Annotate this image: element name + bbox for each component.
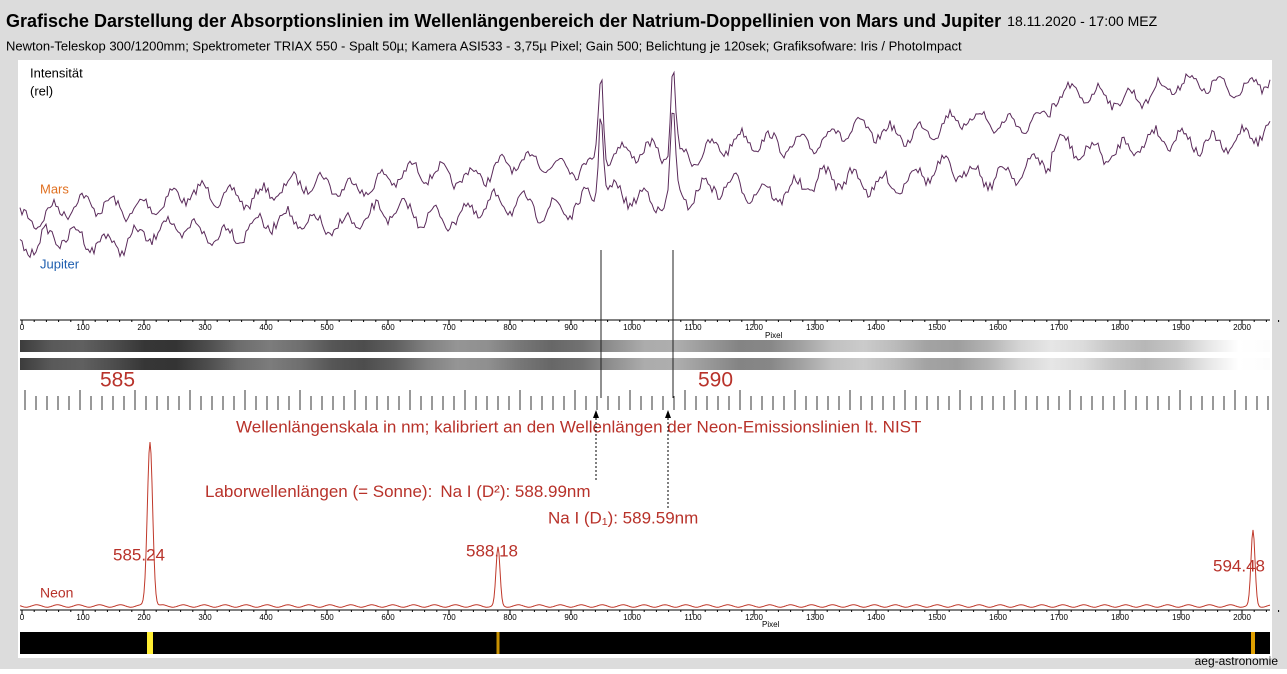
tick-label: 200 bbox=[137, 613, 151, 622]
tick-label: 1800 bbox=[1111, 613, 1129, 622]
lab-d2: Na I (D²): 588.99nm bbox=[440, 482, 590, 501]
neon-emission bbox=[147, 632, 153, 654]
date: 18.11.2020 - 17:00 MEZ bbox=[1007, 13, 1157, 29]
tick-label: 900 bbox=[564, 613, 578, 622]
title-text: Grafische Darstellung der Absorptionslin… bbox=[6, 11, 1001, 31]
tick-label: 1600 bbox=[989, 323, 1007, 332]
series-label: Mars bbox=[40, 181, 69, 196]
tick-label: 0 bbox=[20, 613, 25, 622]
scale-label: 585 bbox=[100, 369, 135, 392]
tick-label: 1500 bbox=[928, 323, 946, 332]
title: Grafische Darstellung der Absorptionslin… bbox=[6, 11, 1158, 31]
series-label: Jupiter bbox=[40, 256, 80, 271]
tick-label: 1300 bbox=[806, 613, 824, 622]
tick-label: 700 bbox=[442, 323, 456, 332]
spectrum-strip bbox=[20, 358, 1270, 370]
tick-label: 2000 bbox=[1233, 613, 1251, 622]
scale-caption: Wellenlängenskala in nm; kalibriert an d… bbox=[236, 417, 921, 436]
tick-label: 700 bbox=[442, 613, 456, 622]
tick-label: 1100 bbox=[684, 613, 702, 622]
tick-label: 1900 bbox=[1172, 613, 1190, 622]
tick-label: 2000 bbox=[1233, 323, 1251, 332]
tick-label: 800 bbox=[503, 613, 517, 622]
tick-label: 200 bbox=[137, 323, 151, 332]
tick-label: 400 bbox=[259, 613, 273, 622]
y-unit: (rel) bbox=[30, 83, 53, 98]
tick-label: 400 bbox=[259, 323, 273, 332]
tick-label: 100 bbox=[76, 613, 90, 622]
tick-label: 300 bbox=[198, 323, 212, 332]
tick-label: 100 bbox=[76, 323, 90, 332]
tick-label: 1000 bbox=[623, 323, 641, 332]
neon-line-label: 585.24 bbox=[113, 545, 165, 564]
tick-label: 1700 bbox=[1050, 323, 1068, 332]
tick-label: 1300 bbox=[806, 323, 824, 332]
lab-d1: Na I (D₁): 589.59nm bbox=[548, 508, 698, 527]
tick-label: 500 bbox=[320, 613, 334, 622]
tick-label: 600 bbox=[381, 323, 395, 332]
tick-label: 1900 bbox=[1172, 323, 1190, 332]
tick-label: 1600 bbox=[989, 613, 1007, 622]
tick-label: 0 bbox=[20, 323, 25, 332]
tick-label: 600 bbox=[381, 613, 395, 622]
neon-label: Neon bbox=[40, 585, 73, 601]
scale-label: 590 bbox=[698, 369, 733, 392]
credit: aeg-astronomie bbox=[1195, 654, 1279, 668]
neon-emission bbox=[497, 632, 500, 654]
tick-label: 1400 bbox=[867, 613, 885, 622]
tick-label: 1700 bbox=[1050, 613, 1068, 622]
tick-label: 1200 bbox=[745, 613, 763, 622]
tick-label: 1100 bbox=[684, 323, 702, 332]
neon-line-label: 594.48 bbox=[1213, 556, 1265, 575]
tick-label: 300 bbox=[198, 613, 212, 622]
x-label: Pixel bbox=[765, 331, 783, 340]
lab-line: Laborwellenlängen (= Sonne): Na I (D²): 5… bbox=[205, 482, 591, 501]
lab-intro: Laborwellenlängen (= Sonne): bbox=[205, 482, 432, 501]
tick-label: 1500 bbox=[928, 613, 946, 622]
tick-label: 500 bbox=[320, 323, 334, 332]
tick-label: 1400 bbox=[867, 323, 885, 332]
figure: Grafische Darstellung der Absorptionslin… bbox=[0, 0, 1287, 669]
tick-label: 1800 bbox=[1111, 323, 1129, 332]
subtitle: Newton-Teleskop 300/1200mm; Spektrometer… bbox=[6, 38, 962, 53]
y-label: Intensität bbox=[30, 65, 83, 80]
tick-label: 900 bbox=[564, 323, 578, 332]
tick-label: 1000 bbox=[623, 613, 641, 622]
tick-label: 1200 bbox=[745, 323, 763, 332]
x-label: Pixel bbox=[762, 620, 780, 629]
neon-strip bbox=[20, 632, 1270, 654]
neon-emission bbox=[1251, 632, 1255, 654]
tick-label: 800 bbox=[503, 323, 517, 332]
neon-line-label: 588.18 bbox=[466, 541, 518, 560]
spectrum-strip bbox=[20, 340, 1270, 352]
